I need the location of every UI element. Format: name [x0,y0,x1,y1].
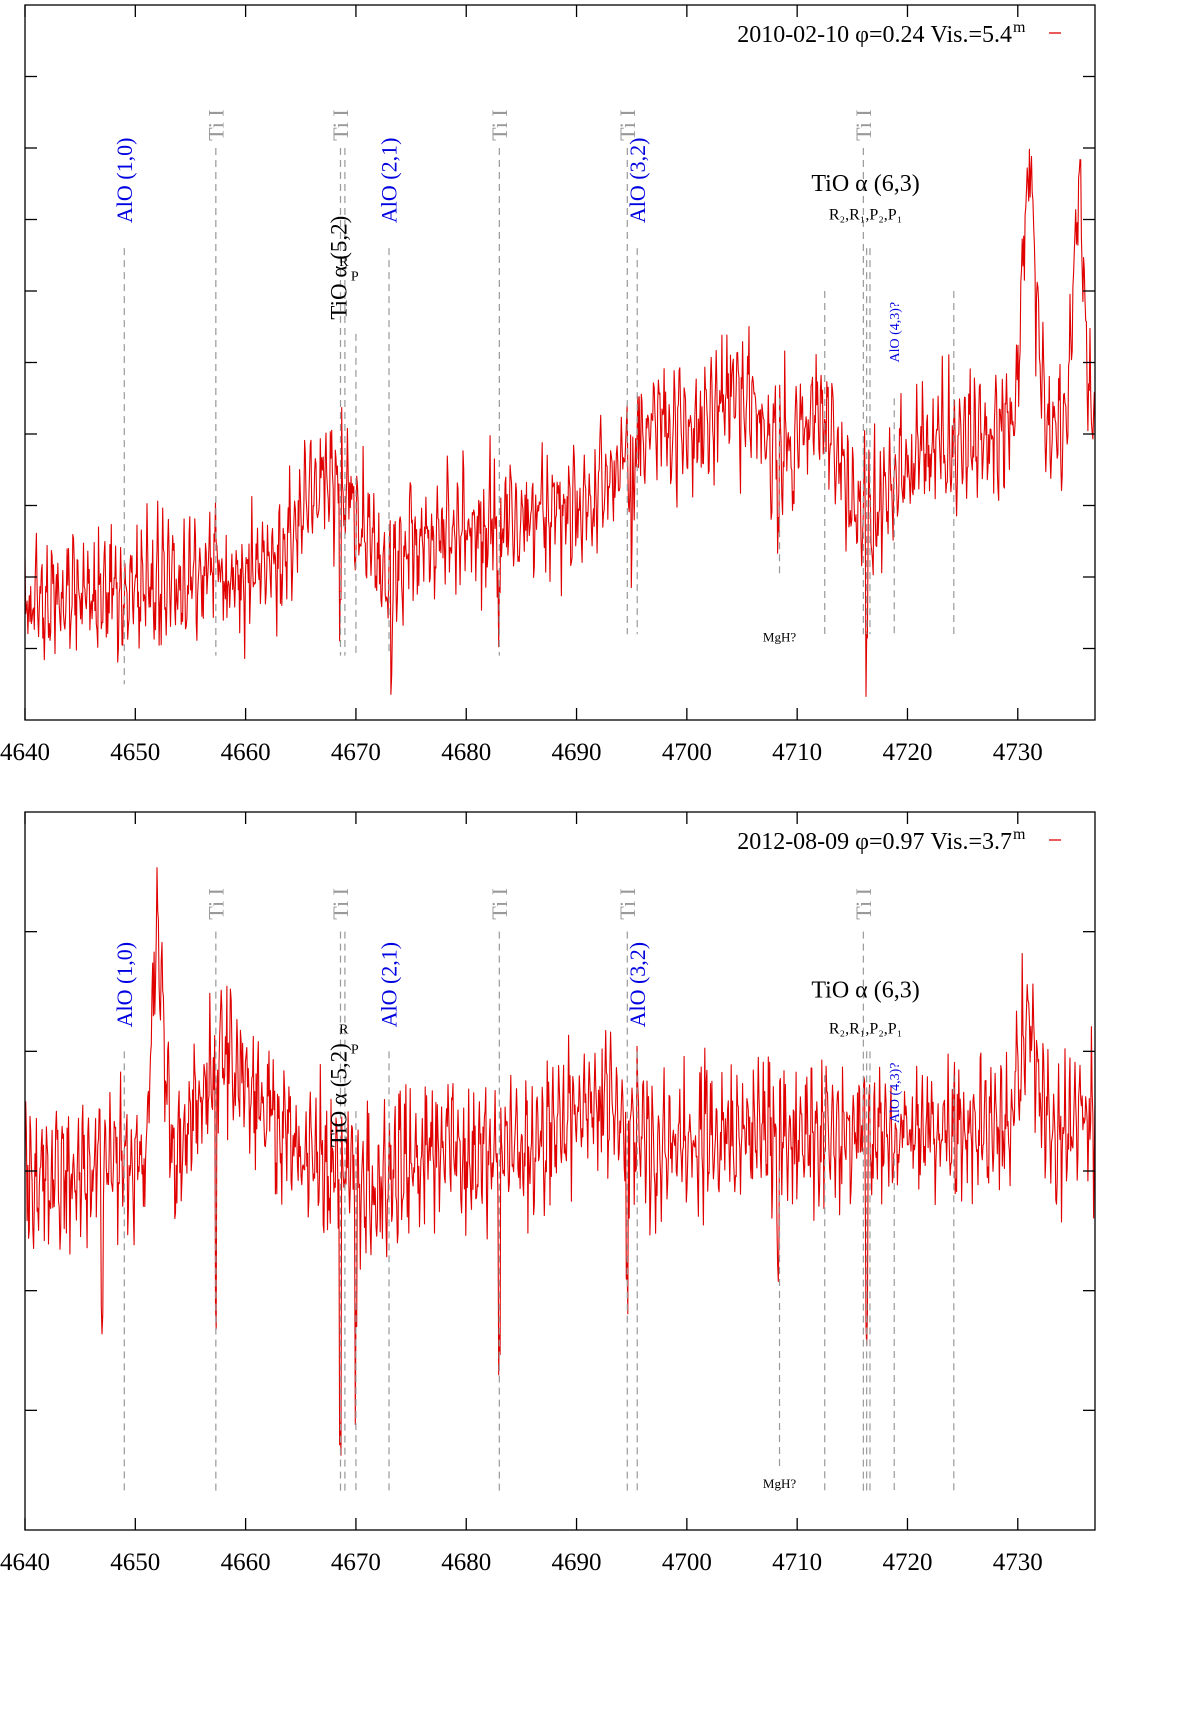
x-tick-label: 4720 [882,739,932,766]
annotation-tio52-p: P [351,1043,359,1058]
line-marker-label: Ti I [487,109,512,141]
x-tick-label: 4670 [331,739,381,766]
spectrum-line-layer [24,148,1096,697]
annotation-tio52-p: P [351,269,359,284]
line-marker-label: AlO (2,1) [377,942,402,1028]
line-marker-label: Ti I [204,109,229,141]
line-marker-label: Ti I [328,109,353,141]
annotation-tio52-r: R [339,255,349,270]
annotation-tio63-branches: R₂,R₁,P₂,P₁ [829,1020,902,1037]
x-tick-label: 4710 [772,1549,822,1576]
line-marker-label: AlO (3,2) [625,942,650,1028]
line-marker-label: AlO (3,2) [625,138,650,224]
line-markers-layer: AlO (1,0) Ti I Ti I AlO (2,1) Ti I Ti I AlO (3… [112,888,955,1495]
line-marker-label: AlO (1,0) [112,942,137,1028]
x-tick-label: 4640 [0,739,50,766]
annotation-tio63: TiO α (6,3) [811,977,919,1003]
line-marker-label: AlO (1,0) [112,138,137,224]
x-tick-label: 4690 [552,739,602,766]
legend-title: 2010-02-10 φ=0.24 Vis.=5.4 [737,22,1012,48]
annotation-tio52: TiO α (5,2) [326,1043,351,1147]
line-marker-label: AlO (2,1) [377,138,402,224]
x-tick-label: 4650 [110,1549,160,1576]
x-tick-label: 4730 [993,1549,1043,1576]
x-tick-label: 4640 [0,1549,50,1576]
spectrum-series-line [24,867,1096,1456]
line-marker-label: Ti I [328,888,353,920]
spectrum-panel-2012: AlO (1,0) Ti I Ti I AlO (2,1) Ti I Ti I AlO (3… [0,811,1096,1576]
annotation-tio52: TiO α (5,2) [326,216,351,320]
axes-frame: 4640 4650 4660 4670 4680 4690 4700 4710 4720 4730 [0,4,1096,766]
x-tick-label: 4650 [110,739,160,766]
x-tick-label: 4700 [662,739,712,766]
x-tick-label: 4710 [772,739,822,766]
legend: 2010-02-10 φ=0.24 Vis.=5.4 m [737,19,1061,48]
spectrum-series-line [24,148,1096,697]
line-marker-label: Ti I [615,109,640,141]
line-marker-label: AlO (4,3)? [888,1062,903,1123]
line-marker-label: Ti I [487,888,512,920]
x-tick-label: 4720 [882,1549,932,1576]
x-tick-label: 4730 [993,739,1043,766]
line-marker-label: AlO (4,3)? [888,302,903,363]
line-marker-label: Ti I [851,888,876,920]
x-tick-label: 4700 [662,1549,712,1576]
annotation-mgh: MgH? [763,629,796,644]
annotation-mgh: MgH? [763,1476,796,1491]
x-tick-label: 4660 [221,1549,271,1576]
annotation-tio52-r: R [339,1022,349,1037]
line-marker-label: Ti I [204,888,229,920]
x-tick-label: 4680 [441,739,491,766]
x-tick-label: 4670 [331,1549,381,1576]
x-tick-label: 4690 [552,1549,602,1576]
legend-title-superscript: m [1013,826,1026,843]
legend-title: 2012-08-09 φ=0.97 Vis.=3.7 [737,829,1012,855]
legend-title-superscript: m [1013,19,1026,36]
x-tick-label: 4660 [221,739,271,766]
x-tick-label: 4680 [441,1549,491,1576]
axes-frame: 4640 4650 4660 4670 4680 4690 4700 4710 4720 4730 [0,811,1096,1576]
line-marker-label: Ti I [851,109,876,141]
legend: 2012-08-09 φ=0.97 Vis.=3.7 m [737,826,1061,855]
annotation-tio63: TiO α (6,3) [811,171,919,197]
spectrum-line-layer [24,867,1096,1456]
line-marker-label: Ti I [615,888,640,920]
annotation-tio63-branches: R₂,R₁,P₂,P₁ [829,207,902,224]
